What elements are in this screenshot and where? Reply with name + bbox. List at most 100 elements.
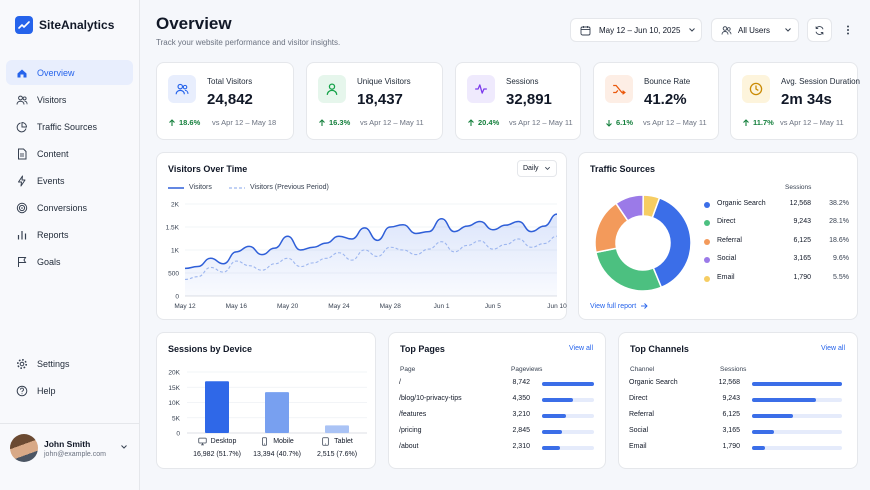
share-bar — [542, 398, 594, 402]
series-line-visitors — [184, 213, 558, 270]
arrow-up-icon — [743, 118, 749, 126]
tablet-icon — [322, 437, 329, 446]
source-percent: 18.6% — [829, 237, 849, 244]
arrow-up-icon — [468, 118, 474, 126]
top-channels-view-all-link[interactable]: View all — [821, 345, 845, 352]
kpi-compare: vs Apr 12 – May 11 — [360, 118, 424, 127]
donut-slice-direct[interactable] — [595, 247, 663, 292]
table-cell-value: 2,310 — [512, 443, 530, 450]
source-sessions: 9,243 — [793, 218, 811, 225]
lightning-icon — [18, 175, 26, 186]
top-pages-view-all-link[interactable]: View all — [569, 345, 593, 352]
page-title: Overview — [156, 14, 232, 33]
y-tick-label: 1.5K — [166, 225, 180, 232]
bar-mobile[interactable] — [265, 392, 289, 433]
table-cell-name[interactable]: Email — [629, 443, 647, 450]
legend-visitors-label: Visitors — [189, 184, 212, 191]
table-cell-name[interactable]: /features — [399, 411, 427, 418]
user-filter-button[interactable]: All Users — [711, 18, 799, 42]
device-name: Tablet — [334, 438, 353, 445]
sidebar: SiteAnalytics Overview Visitors Traffic So… — [0, 0, 140, 490]
sidebar-item-visitors[interactable]: Visitors — [6, 87, 133, 112]
kpi-compare: vs Apr 12 – May 11 — [509, 118, 573, 127]
legend-solid-line-icon — [168, 186, 184, 189]
traffic-source-row: Email 1,790 5.5% — [704, 273, 849, 285]
donut-slice-organic-search[interactable] — [651, 196, 692, 289]
logo-chart-icon — [15, 16, 33, 34]
traffic-sources-column-header: Sessions — [785, 184, 812, 191]
sidebar-item-label: Events — [37, 175, 65, 186]
date-range-button[interactable]: May 12 – Jun 10, 2025 — [570, 18, 702, 42]
view-full-report-link[interactable]: View full report — [590, 302, 648, 310]
share-bar-fill — [752, 414, 793, 418]
kpi-delta: 6.1% — [605, 118, 633, 127]
kpi-icon-box — [467, 75, 495, 103]
table-cell-name[interactable]: Direct — [629, 395, 648, 402]
source-sessions: 3,165 — [793, 255, 811, 262]
kpi-delta: 20.4% — [467, 118, 499, 127]
sidebar-item-label: Visitors — [37, 94, 67, 105]
top-channels-title: Top Channels — [630, 344, 689, 354]
share-bar-fill — [752, 382, 842, 386]
source-percent: 38.2% — [829, 200, 849, 207]
sidebar-item-help[interactable]: Help — [6, 378, 133, 403]
refresh-button[interactable] — [807, 18, 832, 42]
bar-tablet[interactable] — [325, 425, 349, 433]
users-icon — [175, 83, 189, 95]
table-cell-name[interactable]: Referral — [629, 411, 654, 418]
document-icon — [18, 148, 27, 159]
table-cell-value: 2,845 — [512, 427, 530, 434]
sidebar-item-reports[interactable]: Reports — [6, 222, 133, 247]
table-cell-name[interactable]: /blog/10-privacy-tips — [399, 395, 462, 402]
sessions-device-bar-chart: 0 5K 10K 15K 20K — [168, 370, 367, 438]
table-cell-name[interactable]: / — [399, 379, 401, 386]
home-icon — [17, 69, 27, 77]
top-pages-col-page: Page — [400, 366, 416, 373]
smartphone-icon — [262, 437, 268, 446]
y-tick-label: 0 — [175, 294, 179, 301]
app-logo[interactable]: SiteAnalytics — [15, 16, 114, 34]
sidebar-item-goals[interactable]: Goals — [6, 249, 133, 274]
x-tick-label: May 24 — [328, 303, 350, 310]
legend-dashed-line-icon — [229, 186, 245, 189]
sidebar-item-traffic-sources[interactable]: Traffic Sources — [6, 114, 133, 139]
share-bar — [752, 398, 842, 402]
share-bar — [542, 414, 594, 418]
kpi-icon-box — [742, 75, 770, 103]
donut-slice-email[interactable] — [642, 194, 661, 219]
legend-dot — [704, 276, 710, 282]
refresh-icon — [815, 25, 824, 35]
period-select-value: Daily — [523, 165, 539, 172]
x-tick-label: May 20 — [277, 303, 299, 310]
kpi-delta: 11.7% — [742, 118, 774, 127]
source-name: Direct — [717, 218, 736, 225]
more-options-icon[interactable] — [842, 24, 854, 36]
table-cell-name[interactable]: Organic Search — [629, 379, 678, 386]
sidebar-item-conversions[interactable]: Conversions — [6, 195, 133, 220]
sidebar-item-events[interactable]: Events — [6, 168, 133, 193]
chevron-down-icon[interactable] — [120, 443, 128, 451]
top-pages-card: Top Pages View all Page Pageviews / 8,742… — [388, 332, 606, 469]
table-cell-name[interactable]: Social — [629, 427, 649, 434]
sidebar-item-settings[interactable]: Settings — [6, 351, 133, 376]
device-sessions: 13,394 (40.7%) — [253, 451, 301, 458]
user-name: John Smith — [44, 438, 91, 449]
legend-previous-label: Visitors (Previous Period) — [250, 184, 329, 191]
period-select[interactable]: Daily — [517, 160, 557, 177]
user-menu[interactable]: John Smith john@example.com — [10, 433, 132, 463]
source-percent: 28.1% — [829, 218, 849, 225]
source-sessions: 12,568 — [789, 200, 811, 207]
table-cell-name[interactable]: /pricing — [399, 427, 422, 434]
share-bar-fill — [542, 398, 574, 402]
sidebar-item-label: Settings — [37, 358, 70, 369]
bar-desktop[interactable] — [205, 381, 229, 433]
avatar — [10, 434, 38, 462]
activity-icon — [475, 84, 487, 94]
sidebar-item-overview[interactable]: Overview — [6, 60, 133, 85]
top-channels-col-channel: Channel — [630, 366, 655, 373]
x-tick-label: Jun 5 — [485, 303, 501, 310]
table-cell-name[interactable]: /about — [399, 443, 419, 450]
flag-icon — [18, 256, 27, 267]
sidebar-item-content[interactable]: Content — [6, 141, 133, 166]
x-tick-label: Jun 1 — [434, 303, 450, 310]
